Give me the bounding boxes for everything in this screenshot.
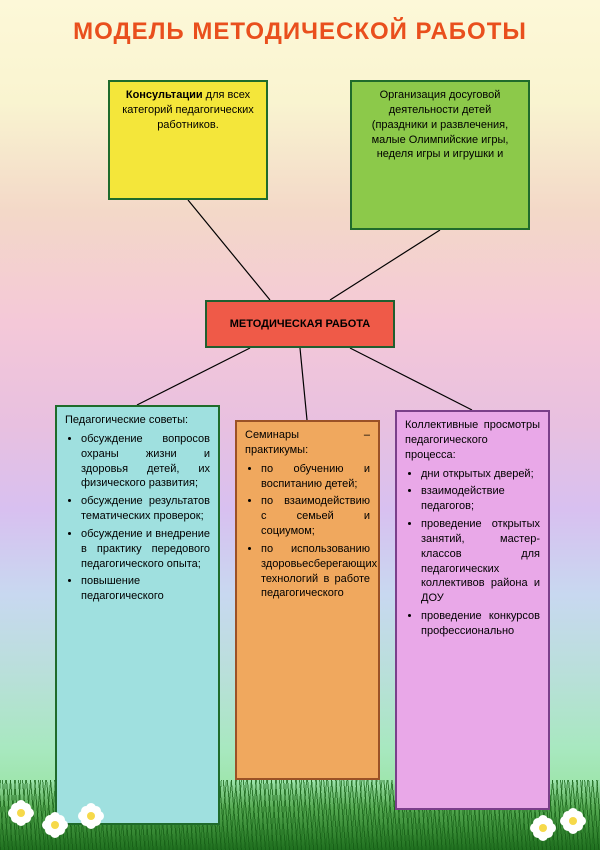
box-leisure: Организация досуговой деятельности детей… — [350, 80, 530, 230]
flower-decor — [8, 800, 34, 826]
flower-decor — [560, 808, 586, 834]
list-item: проведение открытых занятий, мастер-клас… — [421, 517, 540, 606]
kollekt-list: дни открытых дверей; взаимодействие педаг… — [405, 467, 540, 639]
list-item: по использованию здоровьесберегающих тех… — [261, 542, 370, 601]
box-leisure-text: Организация досуговой деятельности детей… — [352, 82, 528, 168]
box-consultations: Консультации для всех категорий педагоги… — [108, 80, 268, 200]
list-item: повышение педагогического — [81, 574, 210, 604]
list-item: взаимодействие педагогов; — [421, 484, 540, 514]
box-consultations-bold: Консультации — [126, 89, 203, 101]
pedsovet-header: Педагогические советы: — [65, 413, 210, 428]
flower-decor — [78, 803, 104, 829]
seminar-list: по обучению и воспитанию детей;по взаимо… — [245, 462, 370, 602]
list-item: обсуждение вопросов охраны жизни и здоро… — [81, 432, 210, 491]
kollekt-header: Коллективные просмотры педагогического п… — [405, 418, 540, 463]
list-item: дни открытых дверей; — [421, 467, 540, 482]
seminar-header: Семинары – практикумы: — [245, 428, 370, 458]
box-seminars: Семинары – практикумы: по обучению и вос… — [235, 420, 380, 780]
page-title: МОДЕЛЬ МЕТОДИЧЕСКОЙ РАБОТЫ — [0, 18, 600, 46]
list-item: по обучению и воспитанию детей; — [261, 462, 370, 492]
list-item: по взаимодействию с семьей и социумом; — [261, 494, 370, 539]
box-collective: Коллективные просмотры педагогического п… — [395, 410, 550, 810]
list-item: проведение конкурсов профессионально — [421, 609, 540, 639]
pedsovet-list: обсуждение вопросов охраны жизни и здоро… — [65, 432, 210, 604]
list-item: обсуждение результатов тематических пров… — [81, 494, 210, 524]
flower-decor — [530, 815, 556, 841]
center-label: МЕТОДИЧЕСКАЯ РАБОТА — [230, 317, 370, 332]
flower-decor — [42, 812, 68, 838]
box-center: МЕТОДИЧЕСКАЯ РАБОТА — [205, 300, 395, 348]
box-pedagogical-council: Педагогические советы: обсуждение вопрос… — [55, 405, 220, 825]
list-item: обсуждение и внедрение в практику передо… — [81, 527, 210, 572]
